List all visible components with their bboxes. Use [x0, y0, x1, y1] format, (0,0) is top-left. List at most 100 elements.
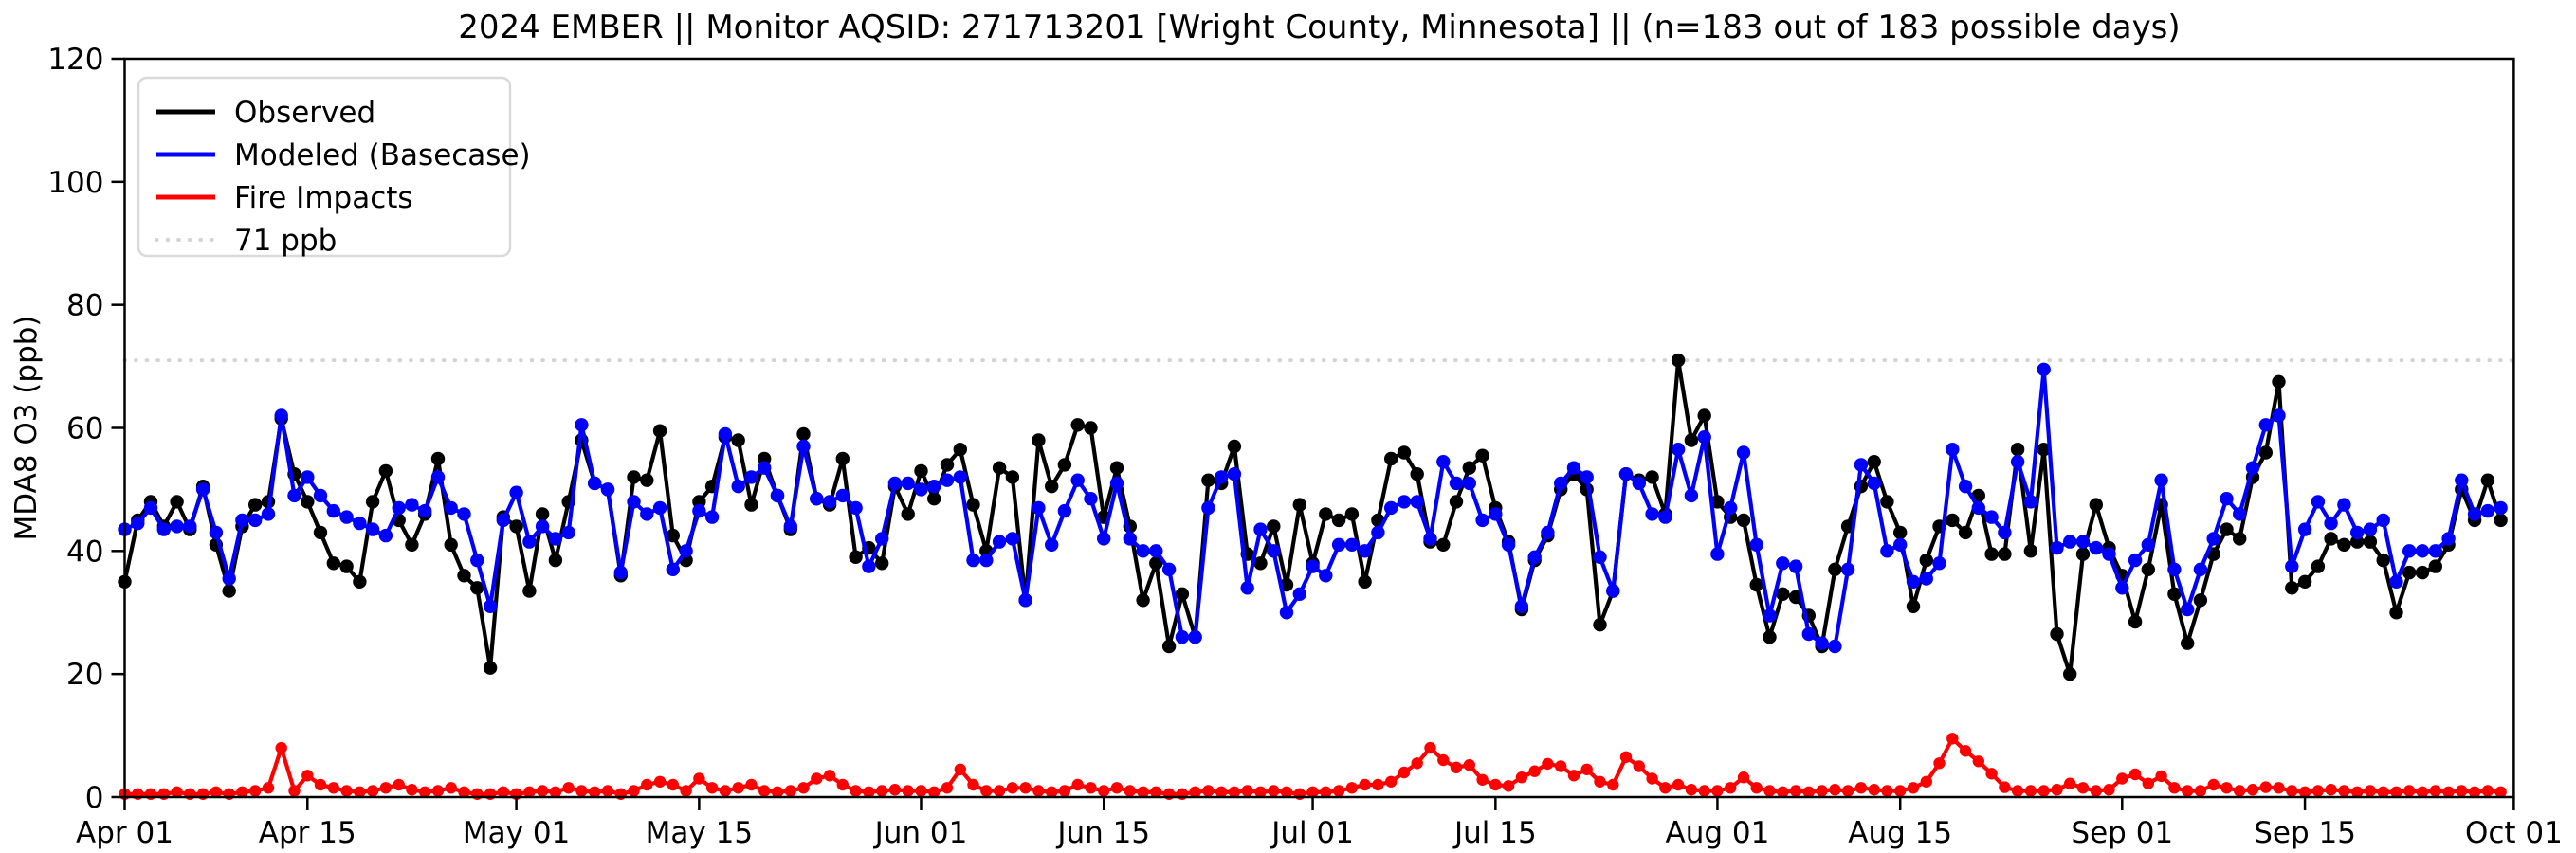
data-point [2480, 473, 2495, 487]
data-point [1541, 525, 1555, 540]
data-point [236, 786, 248, 798]
data-point [1946, 733, 1959, 745]
data-point [2050, 540, 2064, 555]
data-point [1032, 785, 1045, 797]
data-point [470, 581, 484, 595]
data-point [1005, 532, 1020, 546]
data-point [758, 461, 772, 475]
data-point [2468, 786, 2481, 798]
data-point [301, 770, 314, 782]
data-point [535, 519, 550, 534]
data-point [301, 495, 315, 509]
data-point [1580, 470, 1594, 484]
data-point [1292, 587, 1307, 601]
data-point [419, 786, 431, 798]
data-point [444, 500, 458, 516]
data-point [406, 784, 418, 796]
data-point [1999, 781, 2011, 793]
data-point [914, 463, 928, 479]
data-point [261, 507, 276, 521]
data-point [1959, 745, 1972, 757]
data-point [1919, 553, 1934, 568]
data-point [1084, 421, 1098, 435]
data-point [2441, 532, 2456, 546]
y-tick-label: 100 [47, 166, 103, 200]
data-point [1045, 480, 1059, 494]
data-point [1254, 786, 1267, 798]
data-point [548, 532, 563, 546]
data-point [1880, 495, 1894, 509]
data-point [2102, 547, 2116, 561]
data-point [1423, 532, 1437, 546]
data-point [1449, 495, 1464, 509]
data-point [535, 507, 550, 521]
data-point [993, 785, 1006, 797]
data-point [1331, 537, 1346, 552]
data-point [2233, 532, 2247, 546]
data-point [1241, 785, 1253, 797]
data-point [2233, 507, 2247, 521]
data-point [2037, 443, 2051, 457]
data-point [2167, 562, 2182, 576]
data-point [653, 775, 667, 788]
data-point [1161, 562, 1177, 576]
data-point [1279, 606, 1294, 620]
data-point [849, 500, 863, 516]
data-point [222, 584, 236, 598]
data-point [1280, 786, 1293, 798]
data-point [1646, 772, 1658, 785]
data-point [966, 553, 980, 568]
legend: Observed Modeled (Basecase) Fire Impacts 71… [137, 76, 531, 258]
data-point [732, 782, 744, 794]
data-point [457, 569, 471, 583]
data-point [1450, 761, 1463, 773]
data-point [392, 500, 406, 516]
data-point [822, 495, 837, 509]
x-tick-label: Sep 01 [2071, 816, 2173, 850]
data-point [1763, 608, 1777, 623]
data-point [1175, 587, 1190, 601]
data-point [680, 785, 692, 797]
data-point [1306, 786, 1319, 798]
data-point [1528, 765, 1541, 777]
data-point [2010, 455, 2025, 469]
data-point [195, 482, 210, 497]
data-point [1946, 513, 1960, 528]
data-point [1384, 500, 1398, 516]
data-point [692, 503, 706, 518]
data-point [902, 785, 914, 797]
data-point [1070, 418, 1085, 432]
data-point [131, 516, 145, 531]
data-point [1462, 461, 1477, 475]
data-point [1098, 785, 1110, 797]
data-point [2220, 782, 2233, 794]
data-point [379, 782, 393, 794]
data-point [601, 785, 614, 797]
data-point [248, 513, 263, 528]
x-tick-label: Apr 01 [76, 816, 174, 850]
data-point [2193, 593, 2208, 608]
data-point [1045, 537, 1059, 552]
data-point [1854, 458, 1869, 472]
data-point [2246, 784, 2259, 796]
data-point [170, 495, 184, 509]
data-point [575, 418, 589, 432]
data-point [1331, 513, 1346, 528]
data-point [771, 786, 784, 798]
data-point [1515, 771, 1528, 784]
data-point [393, 778, 405, 791]
data-point [628, 785, 640, 797]
data-point [1555, 760, 1567, 772]
data-point [1085, 782, 1097, 794]
data-point [1841, 785, 1854, 797]
data-point [2128, 553, 2143, 568]
data-point [1137, 786, 1149, 798]
data-point [2364, 785, 2377, 797]
data-point [1736, 445, 1751, 460]
data-point [1398, 766, 1411, 779]
data-point [470, 553, 484, 568]
data-point [2337, 498, 2351, 512]
x-tick-label: May 15 [646, 816, 753, 850]
data-point [1358, 574, 1372, 589]
data-point [1802, 786, 1816, 798]
